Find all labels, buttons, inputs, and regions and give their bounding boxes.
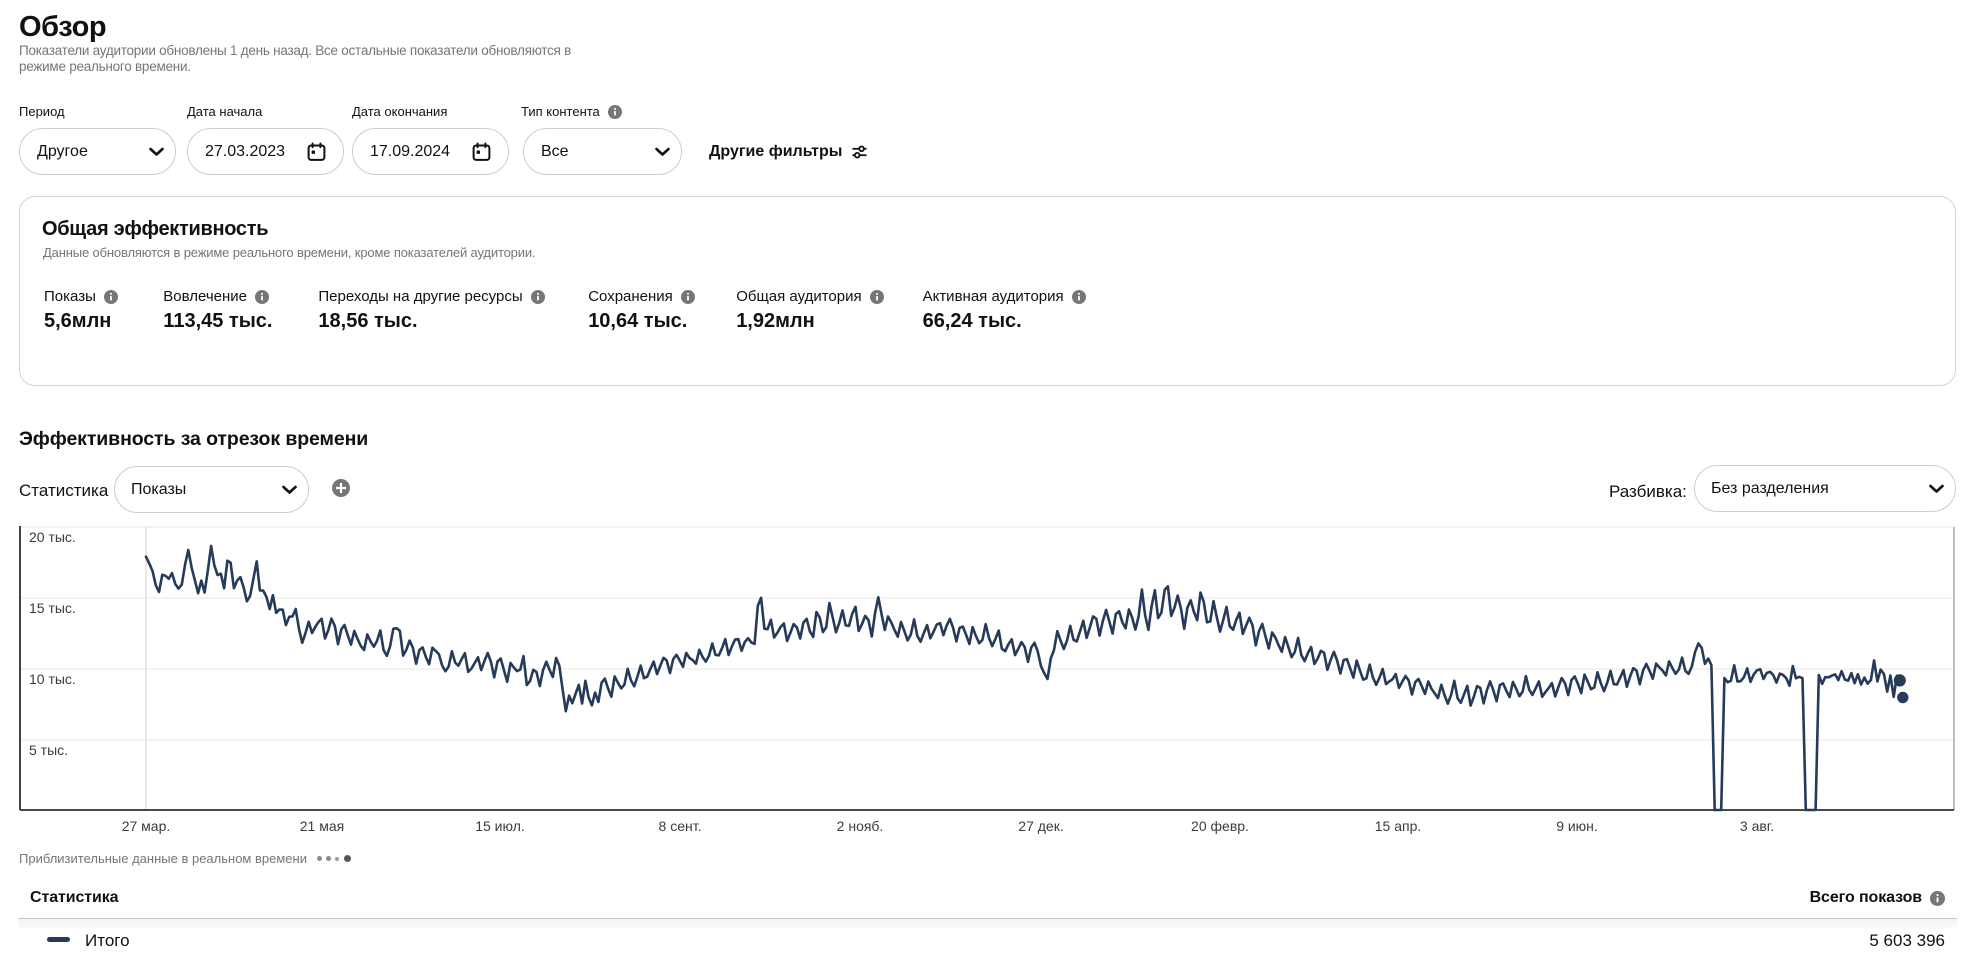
svg-text:20 февр.: 20 февр. (1191, 818, 1249, 834)
svg-text:2 нояб.: 2 нояб. (837, 818, 884, 834)
svg-text:9 июн.: 9 июн. (1556, 818, 1598, 834)
svg-text:15 апр.: 15 апр. (1375, 818, 1422, 834)
svg-text:8 сент.: 8 сент. (659, 818, 702, 834)
svg-text:20 тыс.: 20 тыс. (29, 529, 76, 545)
svg-text:10 тыс.: 10 тыс. (29, 671, 76, 687)
svg-text:21 мая: 21 мая (300, 818, 344, 834)
svg-text:5 тыс.: 5 тыс. (29, 742, 68, 758)
svg-text:27 мар.: 27 мар. (122, 818, 171, 834)
svg-text:15 июл.: 15 июл. (475, 818, 525, 834)
svg-text:15 тыс.: 15 тыс. (29, 600, 76, 616)
svg-text:27 дек.: 27 дек. (1018, 818, 1063, 834)
svg-text:3 авг.: 3 авг. (1740, 818, 1774, 834)
